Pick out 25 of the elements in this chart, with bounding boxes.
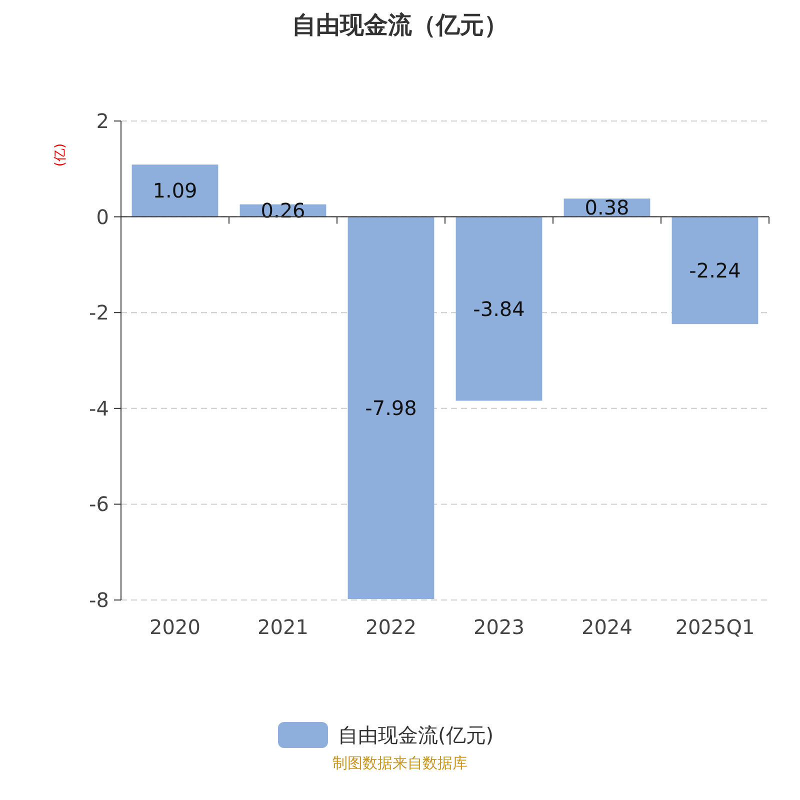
x-tick-label: 2024 <box>582 615 632 639</box>
legend-label: 自由现金流(亿元) <box>338 723 494 747</box>
data-label: -2.24 <box>689 258 741 282</box>
data-label: -7.98 <box>365 396 417 420</box>
y-tick-label: 0 <box>96 204 109 229</box>
x-tick-label: 2020 <box>150 615 200 639</box>
x-tick-label: 2022 <box>366 615 416 639</box>
x-tick-label: 2021 <box>258 615 308 639</box>
bar <box>456 216 542 401</box>
bar <box>132 164 218 217</box>
y-axis-title: (亿) <box>53 143 68 167</box>
data-label: 1.09 <box>152 178 198 203</box>
bar <box>672 216 758 324</box>
bar <box>348 216 434 600</box>
y-tick-label: -6 <box>89 492 109 516</box>
data-label: -3.84 <box>473 296 525 321</box>
text: 制图数据来自数据库 <box>332 754 468 772</box>
y-tick-label: 2 <box>96 109 109 133</box>
y-tick-label: -2 <box>89 300 109 325</box>
x-tick-label: 2023 <box>474 615 524 639</box>
y-tick-label: -4 <box>89 396 109 420</box>
chart-title: 自由现金流（亿元） <box>292 11 508 39</box>
x-tick-label: 2025Q1 <box>675 615 755 639</box>
data-label: 0.38 <box>584 196 630 220</box>
y-tick-label: -8 <box>89 588 109 612</box>
